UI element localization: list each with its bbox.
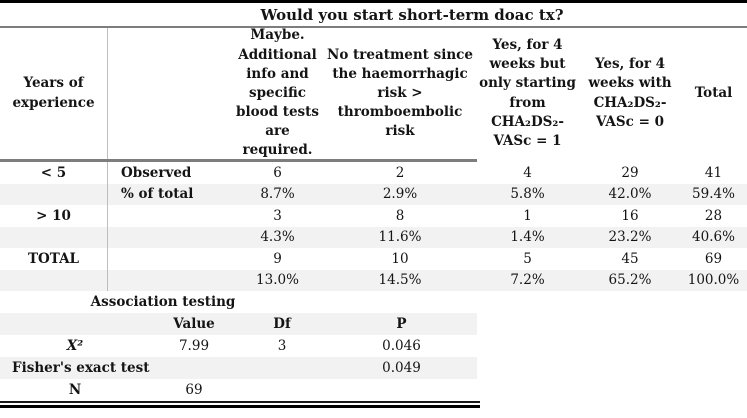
- chi-square-value: 7.99: [178, 338, 210, 354]
- experience-cell: [0, 269, 108, 291]
- col-header-no-treatment: No treatment since the haemorrhagic risk…: [327, 46, 473, 140]
- table-title: Would you start short-term doac tx?: [260, 6, 564, 24]
- col-header-yes-vasc1: Yes, for 4 weeks but only starting from …: [479, 37, 576, 149]
- data-cell: 9: [273, 250, 282, 267]
- data-cell: 40.6%: [692, 229, 735, 246]
- table-bottom-double-rule: [0, 401, 480, 408]
- data-cell: 7.2%: [510, 272, 545, 289]
- table-title-row: Would you start short-term doac tx?: [0, 3, 747, 28]
- data-cell: 42.0%: [608, 186, 652, 203]
- chi-square-p: 0.046: [382, 338, 421, 354]
- association-testing-title: Association testing: [90, 294, 236, 310]
- chi-square-label: X²: [66, 338, 84, 354]
- data-cell: 6: [273, 164, 282, 181]
- col-header-total: Total: [694, 84, 733, 101]
- table-row-lt5-observed: < 5 Observed 6 2 4 29 41: [0, 162, 747, 184]
- data-cell: 1.4%: [510, 229, 545, 246]
- col-header-yes-vasc0: Yes, for 4 weeks with CHA₂DS₂- VASc = 0: [588, 56, 672, 130]
- col-header-rowlabel-empty: [108, 28, 230, 159]
- data-cell: 14.5%: [378, 272, 422, 289]
- header-bottom-rule: [0, 159, 477, 162]
- fisher-test-row: Fisher's exact test 0.049: [0, 357, 477, 379]
- data-cell: 65.2%: [608, 272, 652, 289]
- table-row-lt5-percent: % of total 8.7% 2.9% 5.8% 42.0% 59.4%: [0, 183, 747, 205]
- assoc-header-p: P: [396, 316, 407, 332]
- row-label-cell: % of total: [121, 186, 194, 203]
- n-row: N 69: [0, 379, 747, 401]
- row-label-cell: [108, 270, 230, 292]
- fisher-test-label: Fisher's exact test: [12, 360, 150, 376]
- table-row-total-percent: 13.0% 14.5% 7.2% 65.2% 100.0%: [0, 269, 747, 292]
- data-cell: 28: [704, 207, 723, 224]
- col-header-maybe: Maybe. Additional info and specific bloo…: [236, 27, 319, 159]
- data-cell: 16: [621, 207, 639, 224]
- row-label-cell: [108, 248, 230, 270]
- data-cell: 4.3%: [260, 229, 295, 246]
- table-row-gt10-observed: > 10 3 8 1 16 28: [0, 205, 747, 227]
- data-cell: 23.2%: [608, 229, 652, 246]
- fisher-test-df-empty: [238, 357, 326, 379]
- data-cell: 29: [621, 164, 639, 181]
- assoc-header-value: Value: [173, 316, 215, 332]
- data-cell: 11.6%: [378, 229, 422, 246]
- chi-square-row: X² 7.99 3 0.046: [0, 335, 747, 357]
- data-cell: 5: [523, 250, 532, 267]
- data-cell: 45: [621, 250, 639, 267]
- row-label-cell: Observed: [121, 164, 192, 181]
- n-label: N: [68, 382, 82, 398]
- data-cell: 5.8%: [510, 186, 545, 203]
- data-cell: 41: [704, 164, 723, 181]
- fisher-test-p: 0.049: [382, 360, 421, 376]
- table-header-row: Years of experience Maybe. Additional in…: [0, 27, 747, 159]
- experience-cell: [0, 183, 108, 205]
- experience-cell: > 10: [0, 205, 108, 227]
- assoc-header-df: Df: [273, 316, 291, 332]
- data-cell: 2.9%: [382, 186, 418, 203]
- row-label-cell: [108, 205, 230, 227]
- table-top-rule: [0, 0, 747, 3]
- table-row-total-observed: TOTAL 9 10 5 45 69: [0, 248, 747, 270]
- row-label-cell: [108, 227, 230, 249]
- experience-cell: TOTAL: [0, 248, 108, 270]
- experience-cell: < 5: [0, 162, 108, 184]
- col-header-experience: Years of experience: [0, 28, 108, 159]
- table-row-gt10-percent: 4.3% 11.6% 1.4% 23.2% 40.6%: [0, 226, 747, 249]
- data-cell: 8: [395, 207, 405, 224]
- chi-square-df: 3: [277, 338, 287, 354]
- data-cell: 69: [704, 250, 723, 267]
- data-cell: 13.0%: [256, 272, 299, 289]
- data-cell: 4: [523, 164, 532, 181]
- experience-cell: [0, 226, 108, 248]
- data-cell: 100.0%: [687, 272, 740, 289]
- data-cell: 3: [273, 207, 282, 224]
- data-cell: 1: [523, 207, 532, 224]
- assoc-header-empty: [0, 313, 150, 335]
- data-cell: 10: [391, 250, 409, 267]
- n-value: 69: [185, 382, 203, 398]
- association-header-row: Value Df P: [0, 313, 477, 335]
- data-cell: 59.4%: [692, 186, 735, 203]
- data-cell: 8.7%: [260, 186, 295, 203]
- data-cell: 2: [395, 164, 405, 181]
